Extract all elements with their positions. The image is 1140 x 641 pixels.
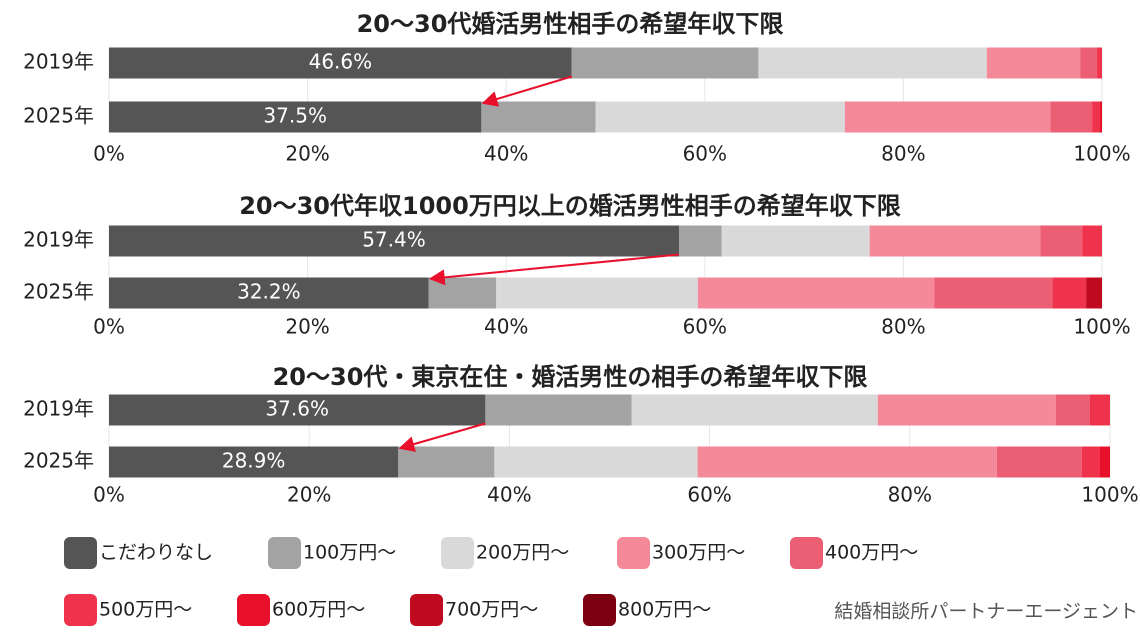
y-tick-label: 2025年 (23, 449, 94, 473)
bar-segment (485, 394, 632, 426)
x-tick-label: 0% (93, 142, 125, 166)
bar-segment (678, 225, 722, 257)
bar-segment (1099, 446, 1110, 478)
bar-segment (996, 446, 1082, 478)
legend-label: 700万円〜 (445, 599, 538, 621)
bar-segment (1086, 277, 1102, 309)
x-tick-label: 60% (687, 483, 731, 507)
bar-segment (1097, 47, 1102, 79)
bar-segment (877, 394, 1056, 426)
legend-label: 800万円〜 (618, 599, 711, 621)
x-tick-label: 20% (285, 315, 329, 339)
legend-swatch (410, 594, 443, 626)
y-tick-label: 2025年 (23, 280, 94, 304)
x-tick-label: 100% (1081, 483, 1138, 507)
legend-label: 600万円〜 (272, 599, 365, 621)
x-tick-label: 80% (881, 142, 925, 166)
x-tick-label: 100% (1073, 142, 1130, 166)
bar-segment (1092, 101, 1101, 133)
x-tick-label: 100% (1073, 315, 1130, 339)
bar-segment (1050, 101, 1093, 133)
bar-segment (697, 277, 935, 309)
value-label: 37.6% (265, 397, 329, 421)
bar-segment (631, 394, 878, 426)
legend-swatch (64, 537, 97, 569)
bar-segment (1052, 277, 1087, 309)
bar-segment (1100, 101, 1102, 133)
x-tick-label: 40% (487, 483, 531, 507)
legend-label: 400万円〜 (825, 542, 918, 564)
x-tick-label: 0% (93, 315, 125, 339)
value-label: 32.2% (237, 280, 301, 304)
y-tick-label: 2019年 (23, 397, 94, 421)
bar-segment (109, 394, 486, 426)
x-tick-label: 0% (93, 483, 125, 507)
legend-swatch (237, 594, 270, 626)
y-tick-label: 2019年 (23, 228, 94, 252)
legend-swatch (583, 594, 616, 626)
x-tick-label: 40% (484, 142, 528, 166)
bar-segment (595, 101, 845, 133)
bar-segment (697, 446, 997, 478)
x-tick-label: 60% (683, 142, 727, 166)
bar-segment (986, 47, 1081, 79)
bar-segment (1040, 225, 1083, 257)
bar-segment (494, 446, 698, 478)
legend-swatch (441, 537, 474, 569)
legend-swatch (790, 537, 823, 569)
bar-segment (758, 47, 987, 79)
arrow (481, 75, 573, 107)
bar-segment (428, 277, 497, 309)
arrow (428, 253, 680, 286)
legend-label: 100万円〜 (303, 542, 396, 564)
bar-segment (934, 277, 1053, 309)
legend-label: 300万円〜 (652, 542, 745, 564)
legend-label: こだわりなし (99, 542, 213, 564)
x-tick-label: 40% (484, 315, 528, 339)
value-label: 57.4% (362, 228, 426, 252)
bar-segment (1055, 394, 1090, 426)
chart-title: 20〜30代・東京在住・婚活男性の相手の希望年収下限 (273, 363, 868, 391)
bar-segment (721, 225, 870, 257)
legend-swatch (617, 537, 650, 569)
chart-title: 20〜30代婚活男性相手の希望年収下限 (357, 10, 784, 38)
bar-segment (481, 101, 596, 133)
legend-label: 200万円〜 (476, 542, 569, 564)
bar-segment (109, 101, 482, 133)
x-tick-label: 80% (881, 315, 925, 339)
legend-swatch (268, 537, 301, 569)
chart-title: 20〜30代年収1000万円以上の婚活男性相手の希望年収下限 (239, 192, 901, 220)
value-label: 46.6% (309, 50, 373, 74)
bar-segment (869, 225, 1041, 257)
x-tick-label: 60% (683, 315, 727, 339)
x-tick-label: 20% (285, 142, 329, 166)
legend-swatch (64, 594, 97, 626)
value-label: 28.9% (222, 449, 286, 473)
source: 結婚相談所パートナーエージェント (834, 601, 1138, 623)
bar-segment (1082, 225, 1102, 257)
bar-segment (1081, 446, 1100, 478)
bar-segment (398, 446, 495, 478)
bar-segment (1089, 394, 1110, 426)
y-tick-label: 2025年 (23, 104, 94, 128)
bar-segment (109, 277, 429, 309)
bar-segment (109, 225, 679, 257)
x-tick-label: 80% (888, 483, 932, 507)
x-tick-label: 20% (287, 483, 331, 507)
bar-segment (844, 101, 1051, 133)
bar-segment (571, 47, 759, 79)
bar-segment (496, 277, 698, 309)
bar-segment (109, 47, 572, 79)
bar-segment (109, 446, 399, 478)
y-tick-label: 2019年 (23, 50, 94, 74)
arrow (398, 422, 486, 452)
bar-segment (1080, 47, 1098, 79)
value-label: 37.5% (263, 104, 327, 128)
legend-label: 500万円〜 (99, 599, 192, 621)
